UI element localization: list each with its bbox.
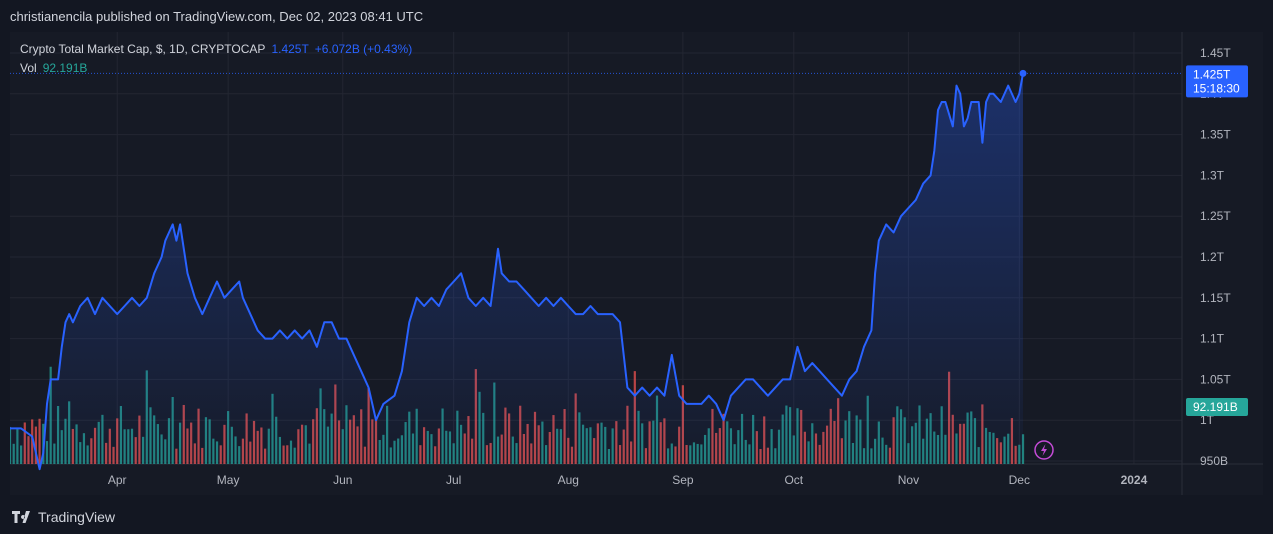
top-bar: christianencila published on TradingView… — [0, 0, 1273, 32]
x-tick-label: Sep — [672, 473, 694, 487]
x-tick-label: Nov — [898, 473, 919, 487]
last-price: 1.425T — [271, 42, 309, 56]
x-tick-label: Apr — [108, 473, 127, 487]
lightning-bolt-glyph — [1041, 444, 1047, 456]
footer: TradingView — [0, 495, 1273, 534]
volume-label[interactable]: Vol — [20, 61, 37, 75]
y-tick-label: 1.35T — [1200, 128, 1231, 142]
x-tick-label: Aug — [558, 473, 579, 487]
x-tick-label: May — [217, 473, 240, 487]
price-change: +6.072B (+0.43%) — [314, 42, 413, 56]
y-tick-label: 950B — [1200, 454, 1228, 468]
x-tick-label: Oct — [784, 473, 803, 487]
published-caption: christianencila published on TradingView… — [10, 9, 424, 24]
y-tick-label: 1T — [1200, 413, 1215, 427]
y-tick-label: 1.05T — [1200, 372, 1231, 386]
chart-area[interactable]: 1.45T1.4T1.35T1.3T1.25T1.2T1.15T1.1T1.05… — [10, 32, 1263, 495]
volume-bar — [38, 418, 41, 464]
tradingview-brand: TradingView — [38, 509, 116, 525]
y-tick-label: 1.2T — [1200, 250, 1225, 264]
volume-bar — [34, 426, 37, 464]
chart-legend: Crypto Total Market Cap, $, 1D, CRYPTOCA… — [20, 40, 412, 78]
price-chart[interactable]: 1.45T1.4T1.35T1.3T1.25T1.2T1.15T1.1T1.05… — [10, 32, 1263, 495]
y-tick-label: 1.25T — [1200, 209, 1231, 223]
y-tick-label: 1.1T — [1200, 332, 1225, 346]
y-tick-label: 1.45T — [1200, 46, 1231, 60]
symbol-name[interactable]: Crypto Total Market Cap, $, 1D, CRYPTOCA… — [20, 42, 266, 56]
volume-badge — [1186, 398, 1248, 416]
volume-bar — [1021, 434, 1025, 464]
x-tick-label: Jul — [446, 473, 461, 487]
x-tick-label: 2024 — [1121, 473, 1148, 487]
volume-value: 92.191B — [42, 61, 88, 75]
price-line[interactable] — [10, 73, 1024, 471]
tradingview-logo-icon — [12, 511, 30, 523]
y-tick-label: 1.15T — [1200, 291, 1231, 305]
price-area-fill — [10, 73, 1023, 470]
last-price-badge — [1186, 65, 1248, 98]
y-tick-label: 1.3T — [1200, 168, 1225, 182]
last-price-badge-value: 1.425T — [1193, 67, 1231, 81]
legend-volume-row: Vol 92.191B — [20, 59, 412, 78]
legend-main-row: Crypto Total Market Cap, $, 1D, CRYPTOCA… — [20, 40, 412, 59]
x-tick-label: Jun — [333, 473, 352, 487]
last-price-dot — [1019, 69, 1027, 77]
tradingview-logo[interactable]: TradingView — [12, 509, 115, 525]
x-tick-label: Dec — [1009, 473, 1030, 487]
volume-badge-value: 92.191B — [1193, 400, 1238, 414]
countdown-timer: 15:18:30 — [1193, 81, 1240, 95]
